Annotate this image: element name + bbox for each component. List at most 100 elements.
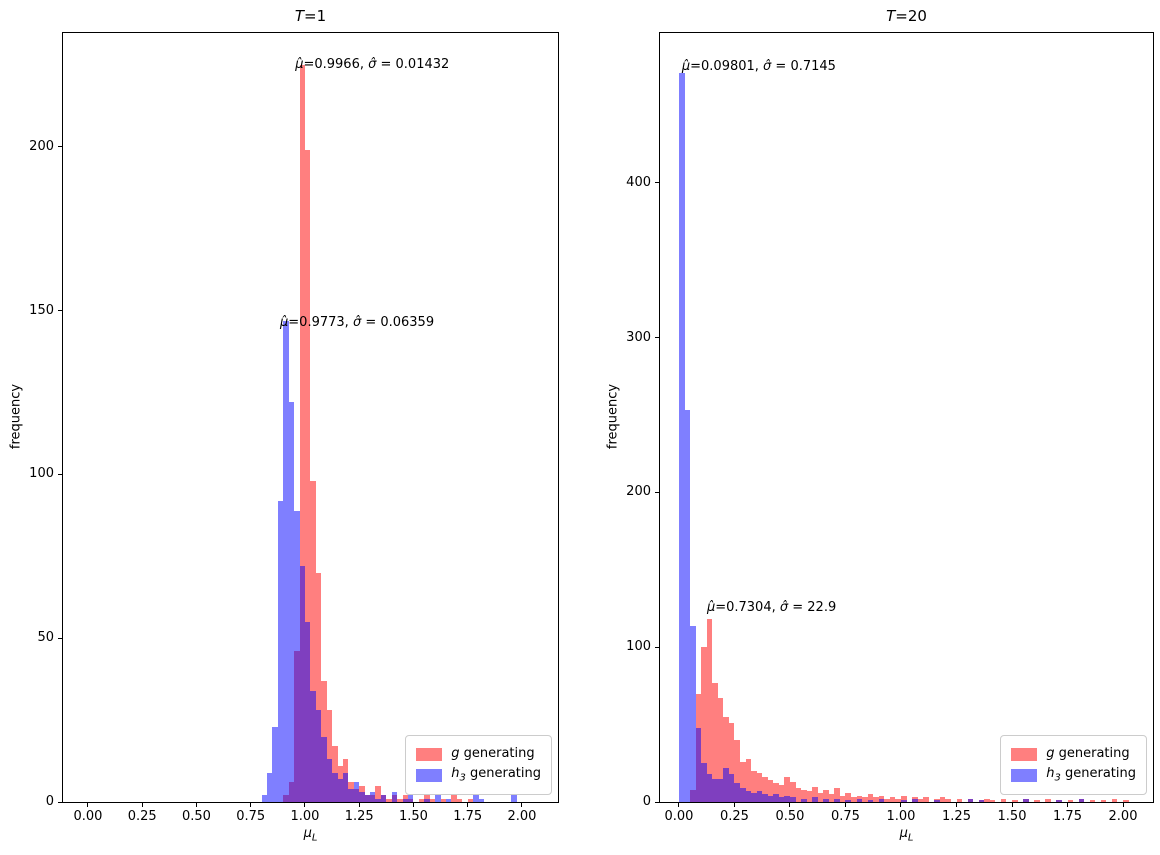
legend-swatch-blue	[1011, 768, 1038, 782]
annotation: μ̂=0.7304, σ̂ = 22.9	[707, 600, 836, 615]
histogram-bar	[762, 794, 768, 802]
x-tick-label: 1.25	[344, 809, 374, 824]
legend-text: generating	[1054, 745, 1130, 761]
plot-title-left: T=1	[62, 7, 559, 25]
histogram-bar	[867, 800, 874, 802]
x-tick-mark	[789, 803, 791, 807]
histogram-bar	[862, 797, 868, 802]
histogram-bar	[801, 789, 807, 802]
histogram-bar	[828, 794, 835, 802]
histogram-bar	[734, 740, 741, 802]
annotation-value: =0.09801,	[690, 59, 764, 75]
histogram-bar	[478, 798, 484, 802]
histogram-bar	[321, 736, 327, 802]
histogram-bar	[845, 792, 852, 802]
histogram-bar	[277, 500, 284, 802]
annotation: μ̂=0.9966, σ̂ = 0.01432	[295, 57, 449, 72]
histogram-bar	[723, 716, 729, 802]
plot-title-right: T=20	[659, 7, 1154, 25]
histogram-bar	[1100, 800, 1107, 802]
x-tick-label: 1.50	[398, 809, 428, 824]
histogram-bar	[751, 792, 757, 802]
histogram-bar	[1067, 800, 1074, 802]
histogram-series-h3	[660, 33, 1153, 802]
histogram-bar	[795, 788, 802, 802]
annotation-symbol: σ̂	[779, 599, 789, 615]
histogram-bar	[440, 798, 447, 802]
histogram-bar	[756, 772, 763, 802]
histogram-bar	[751, 771, 757, 802]
x-tick-label: 1.75	[453, 809, 483, 824]
x-tick-mark	[678, 803, 680, 807]
y-tick-mark	[655, 337, 659, 339]
legend-item-h3: h3 generating	[416, 766, 541, 784]
histogram-bar	[834, 788, 840, 802]
legend-text: generating	[465, 766, 541, 782]
legend-text: generating	[1060, 766, 1136, 782]
histogram-bar	[283, 320, 289, 802]
x-tick-mark	[956, 803, 957, 807]
histogram-bar	[1012, 800, 1018, 802]
x-axis-label-left: μL	[62, 826, 559, 844]
histogram-bar	[789, 797, 796, 802]
y-tick-mark	[655, 646, 659, 648]
x-tick-mark	[1067, 803, 1069, 807]
annotation-value: = 0.01432	[376, 56, 450, 72]
histogram-bar	[511, 795, 517, 802]
histogram-bar	[315, 710, 322, 802]
histogram-bar	[473, 795, 479, 802]
histogram-bar	[467, 798, 474, 802]
histogram-bar	[717, 778, 724, 802]
histogram-bar	[288, 402, 295, 802]
histogram-bar	[845, 800, 852, 802]
histogram-bar	[734, 783, 741, 802]
histogram-bar	[740, 761, 746, 802]
x-tick-mark	[733, 803, 735, 807]
histogram-bar	[1023, 798, 1029, 802]
histogram-bar	[762, 777, 768, 802]
legend: g generating h3 generating	[405, 734, 552, 795]
histogram-bar	[304, 621, 311, 802]
annotation: μ̂=0.9773, σ̂ = 0.06359	[280, 315, 434, 330]
histogram-bar	[956, 798, 963, 802]
histogram-bar	[380, 795, 387, 802]
histogram-bar	[418, 798, 425, 802]
histogram-bar	[773, 783, 779, 802]
legend-swatch-red	[1011, 748, 1038, 762]
x-tick-label: 1.00	[886, 809, 916, 824]
legend-symbol-sub: 3	[1054, 773, 1061, 784]
x-tick-label: 0.25	[719, 809, 749, 824]
legend-item-g: g generating	[1011, 746, 1136, 764]
histogram-bar	[424, 798, 430, 802]
histogram-bar	[261, 795, 267, 802]
mu-symbol: μ	[899, 826, 908, 841]
x-tick-label: 0.00	[664, 809, 694, 824]
histogram-bar	[984, 798, 990, 802]
histogram-bar	[332, 772, 338, 802]
y-tick-label: 150	[29, 302, 54, 318]
histogram-bar	[728, 723, 735, 802]
histogram-bar	[402, 798, 409, 802]
title-rest: =20	[895, 7, 927, 25]
x-tick-label: 1.50	[997, 809, 1027, 824]
y-tick-mark	[655, 491, 659, 493]
y-tick-mark	[58, 146, 62, 148]
histogram-bar	[424, 795, 430, 802]
legend-symbol-sub: 3	[459, 773, 466, 784]
annotation-value: = 22.9	[788, 599, 837, 615]
x-tick-mark	[467, 803, 469, 807]
histogram-series-h3	[63, 33, 558, 802]
x-tick-label: 2.00	[507, 809, 537, 824]
histogram-bar	[386, 798, 392, 802]
axes-left: g generating h3 generating 0.00 0.25 0.50 0…	[29, 32, 559, 824]
histogram-bar	[1078, 798, 1085, 802]
histogram-bar	[353, 782, 360, 802]
histogram-bar	[784, 777, 790, 802]
histogram-bar	[839, 795, 846, 802]
annotation-symbol: σ̂	[368, 56, 377, 72]
histogram-bar	[856, 798, 863, 802]
histogram-bar	[451, 795, 457, 802]
histogram-bar	[934, 800, 940, 802]
histogram-bar	[375, 798, 381, 802]
